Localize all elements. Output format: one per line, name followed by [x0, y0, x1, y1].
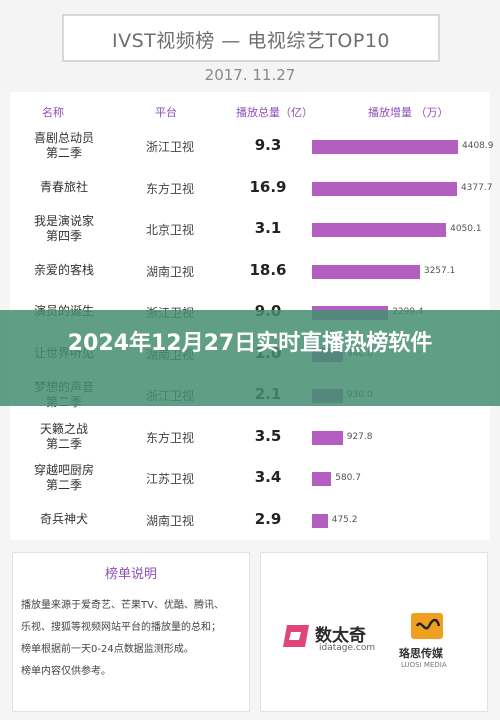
title-box: IVST视频榜 — 电视综艺TOP10 [62, 14, 440, 62]
show-name: 喜剧总动员 第二季 [10, 131, 118, 161]
table-row: 天籁之战 第二季 东方卫视 3.5 927.8 [10, 417, 490, 459]
idatage-logo-name: 数太奇 [315, 626, 366, 646]
increment-label: 4408.9 [462, 141, 494, 151]
increment-label: 927.8 [346, 431, 373, 442]
platform-cell: 湖南卫视 [145, 513, 194, 528]
total-plays-cell: 2.9 [254, 509, 282, 528]
show-name-line2: 第二季 [45, 436, 82, 451]
overlay-banner: 2024年12月27日实时直播热榜软件 [0, 310, 500, 406]
show-name: 我是演说家 第四季 [10, 214, 118, 244]
total-plays-cell: 9.3 [254, 136, 282, 154]
increment-label: 475.2 [331, 514, 358, 525]
show-name-line1: 亲爱的客栈 [33, 262, 94, 277]
total-plays-cell: 3.1 [254, 219, 282, 237]
platform-cell: 东方卫视 [145, 181, 194, 196]
column-header-platform: 平台 [155, 106, 177, 119]
table-row: 穿越吧厨房 第二季 江苏卫视 3.4 580.7 [10, 458, 490, 500]
show-name: 青春旅社 [10, 180, 118, 195]
table-row: 青春旅社 东方卫视 16.9 4377.7 [10, 168, 493, 210]
table-row: 喜剧总动员 第二季 浙江卫视 9.3 4408.9 [10, 126, 494, 168]
total-plays-cell: 3.5 [254, 426, 282, 445]
show-name-line1: 青春旅社 [39, 179, 88, 194]
show-name: 亲爱的客栈 [10, 263, 118, 278]
platform-cell: 湖南卫视 [145, 264, 194, 279]
increment-label: 4050.1 [450, 224, 482, 234]
idatage-logo-url: idatage.com [319, 643, 376, 653]
platform-cell: 浙江卫视 [145, 140, 194, 154]
luosi-media-logo-icon [411, 613, 443, 639]
increment-bar [312, 430, 343, 445]
increment-bar [312, 264, 420, 279]
notes-body: 播放量来源于爱奇艺、芒果TV、优酷、腾讯、 乐视、搜狐等视频网站平台的播放量的总… [21, 595, 243, 683]
increment-bar [312, 181, 457, 196]
increment-label: 4377.7 [460, 182, 493, 193]
notes-line: 榜单根据前一天0-24点数据监测形成。 [21, 644, 194, 655]
show-name-line2: 第二季 [45, 478, 82, 492]
increment-bar [312, 513, 328, 528]
show-name-line1: 天籁之战 [39, 421, 88, 436]
notes-line: 榜单内容仅供参考。 [21, 666, 111, 677]
column-header-name: 名称 [42, 106, 64, 119]
luosi-media-logo-en: LUOSI MEDIA [401, 661, 447, 669]
platform-cell: 江苏卫视 [145, 472, 194, 486]
total-plays-cell: 3.4 [254, 468, 282, 486]
notes-title: 榜单说明 [104, 567, 157, 582]
show-name-line2: 第二季 [45, 146, 82, 160]
notes-line: 乐视、搜狐等视频网站平台的播放量的总和； [21, 622, 221, 633]
increment-bar [312, 223, 447, 237]
column-header-total: 播放总量（亿） [236, 106, 313, 119]
header: IVST视频榜 — 电视综艺TOP10 2017. 11.27 [0, 0, 500, 92]
show-name-line2: 第四季 [45, 229, 82, 243]
platform-cell: 东方卫视 [145, 430, 194, 445]
luosi-media-logo-name: 珞思传媒 [399, 647, 443, 660]
show-name-line1: 我是演说家 [33, 214, 94, 228]
show-name: 穿越吧厨房 第二季 [10, 463, 118, 493]
show-name: 天籁之战 第二季 [10, 422, 118, 452]
logos-panel: 数太奇 idatage.com 珞思传媒 LUOSI MEDIA [260, 552, 488, 712]
table-row: 我是演说家 第四季 北京卫视 3.1 4050.1 [10, 209, 490, 251]
increment-bar [312, 140, 458, 154]
page-title: IVST视频榜 — 电视综艺TOP10 [111, 30, 391, 52]
show-name: 奇兵神犬 [10, 512, 118, 527]
column-header-increment: 播放增量 （万） [368, 106, 449, 119]
show-name-line1: 奇兵神犬 [39, 511, 88, 526]
total-plays-cell: 18.6 [249, 260, 287, 279]
notes-line: 播放量来源于爱奇艺、芒果TV、优酷、腾讯、 [21, 600, 224, 611]
show-name-line1: 喜剧总动员 [33, 131, 94, 145]
notes-panel: 榜单说明 播放量来源于爱奇艺、芒果TV、优酷、腾讯、 乐视、搜狐等视频网站平台的… [12, 552, 250, 712]
show-name-line1: 穿越吧厨房 [33, 463, 94, 477]
table-row: 亲爱的客栈 湖南卫视 18.6 3257.1 [10, 251, 490, 293]
platform-cell: 北京卫视 [145, 223, 194, 237]
chart-date: 2017. 11.27 [204, 66, 296, 84]
overlay-title: 2024年12月27日实时直播热榜软件 [67, 331, 433, 356]
increment-label: 3257.1 [423, 265, 456, 276]
increment-bar [312, 472, 332, 486]
total-plays-cell: 16.9 [249, 177, 287, 196]
table-row: 奇兵神犬 湖南卫视 2.9 475.2 [10, 500, 490, 542]
increment-label: 580.7 [335, 473, 361, 483]
idatage-logo-icon [283, 625, 309, 647]
